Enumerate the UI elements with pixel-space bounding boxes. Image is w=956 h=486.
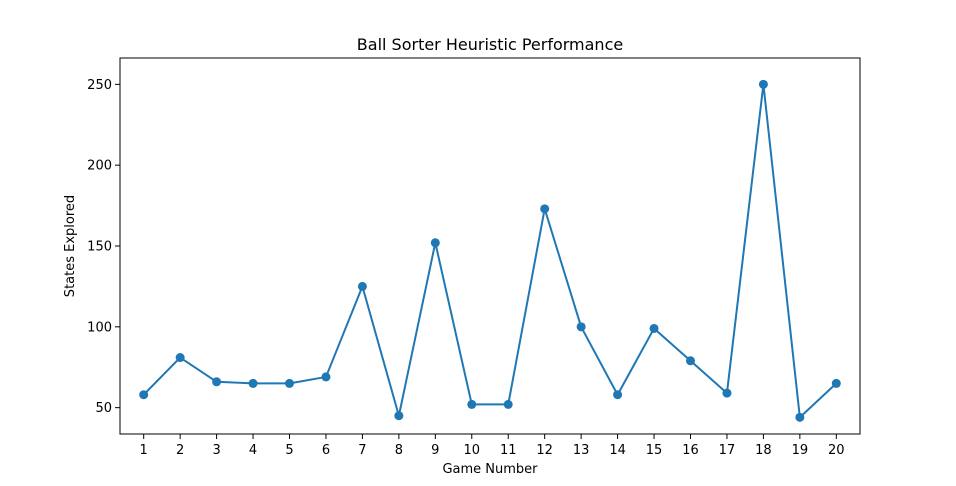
x-tick-label: 19 (792, 443, 809, 458)
x-tick-label: 7 (358, 443, 366, 458)
x-tick-label: 4 (249, 443, 257, 458)
x-tick-label: 8 (395, 443, 403, 458)
x-tick-label: 18 (755, 443, 772, 458)
axes-frame (119, 57, 861, 435)
y-tick-label: 100 (87, 320, 112, 335)
x-tick-label: 12 (536, 443, 553, 458)
data-point (285, 378, 295, 388)
x-tick-label: 14 (609, 443, 626, 458)
x-tick-label: 5 (285, 443, 293, 458)
x-tick-label: 20 (828, 443, 845, 458)
plot-area: 1 2 3 4 5 6 7 8 9 10 11 12 13 14 15 16 17 18 19 20501001502… (87, 78, 844, 458)
data-point (722, 388, 732, 398)
data-point (503, 399, 513, 409)
data-point (576, 322, 586, 332)
y-tick-label: 50 (95, 401, 112, 416)
data-point (831, 378, 841, 388)
data-point (212, 377, 222, 387)
data-point (758, 79, 768, 89)
x-axis-title: Game Number (442, 462, 538, 477)
x-tick-label: 3 (212, 443, 220, 458)
x-tick-label: 10 (463, 443, 480, 458)
x-tick-label: 15 (646, 443, 663, 458)
data-point (795, 412, 805, 422)
x-tick-label: 13 (573, 443, 590, 458)
data-point (685, 356, 695, 366)
y-tick-label: 150 (87, 240, 112, 255)
y-tick-label: 250 (87, 78, 112, 93)
y-tick-label: 200 (87, 159, 112, 174)
x-tick-label: 17 (719, 443, 736, 458)
series-line (142, 83, 837, 419)
data-point (175, 353, 185, 363)
data-point (649, 323, 659, 333)
x-tick-label: 2 (176, 443, 184, 458)
x-tick-label: 6 (322, 443, 330, 458)
x-tick-label: 1 (140, 443, 148, 458)
data-point (540, 204, 550, 214)
x-tick-label: 16 (682, 443, 699, 458)
data-point (467, 399, 477, 409)
x-tick-label: 11 (500, 443, 517, 458)
data-point (321, 372, 331, 382)
data-point (613, 390, 623, 400)
data-point (430, 238, 440, 248)
y-axis-title: States Explored (63, 195, 78, 297)
data-point (357, 281, 367, 291)
x-tick-label: 9 (431, 443, 439, 458)
chart-title: Ball Sorter Heuristic Performance (357, 35, 623, 54)
data-point (139, 390, 149, 400)
data-point (248, 378, 258, 388)
data-point (394, 411, 404, 421)
